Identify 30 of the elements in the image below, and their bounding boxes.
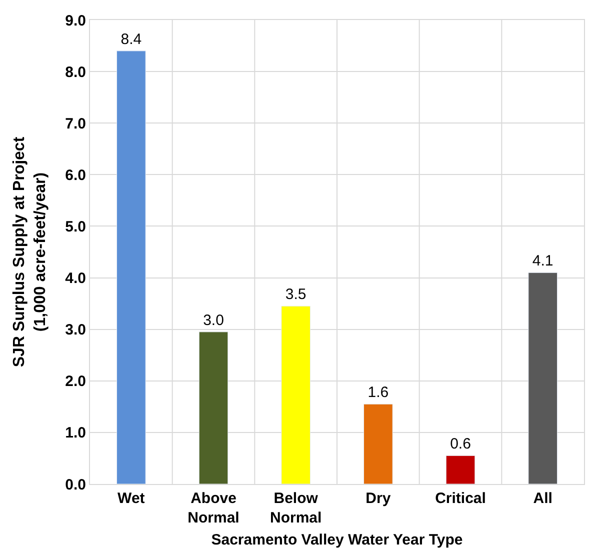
bar [198,332,228,484]
y-tick-label: 7.0 [65,115,86,132]
y-axis-title: SJR Surplus Supply at Project (1,000 acre-feet/year) [11,136,50,368]
data-label: 0.6 [450,436,471,453]
y-tick-label: 4.0 [65,270,86,288]
x-axis-title: Sacramento Valley Water Year Type [211,532,463,548]
x-tick-label: Wet [118,490,145,507]
x-tick-label: Dry [366,490,392,507]
bar [116,50,146,484]
x-tick-label: All [533,490,552,507]
bar [281,306,310,484]
y-tick-label: 2.0 [65,373,86,390]
data-label: 4.1 [532,252,554,270]
x-tick-label: Above Normal [188,490,240,526]
y-tick-label: 3.0 [65,322,86,339]
data-label: 1.6 [368,384,389,402]
bar [446,455,476,484]
y-tick-label: 8.0 [65,64,86,81]
y-tick-label: 5.0 [65,218,86,236]
y-tick-label: 6.0 [65,166,86,184]
x-tick-label: Below Normal [270,490,322,526]
bar [528,272,558,484]
x-tick-label: Critical [435,490,486,507]
y-tick-label: 9.0 [65,12,86,30]
y-tick-label: 1.0 [65,424,86,442]
data-label: 8.4 [120,30,142,48]
bar [364,404,393,484]
data-label: 3.0 [203,312,224,329]
y-tick-label: 0.0 [65,476,86,494]
data-label: 3.5 [285,286,306,304]
